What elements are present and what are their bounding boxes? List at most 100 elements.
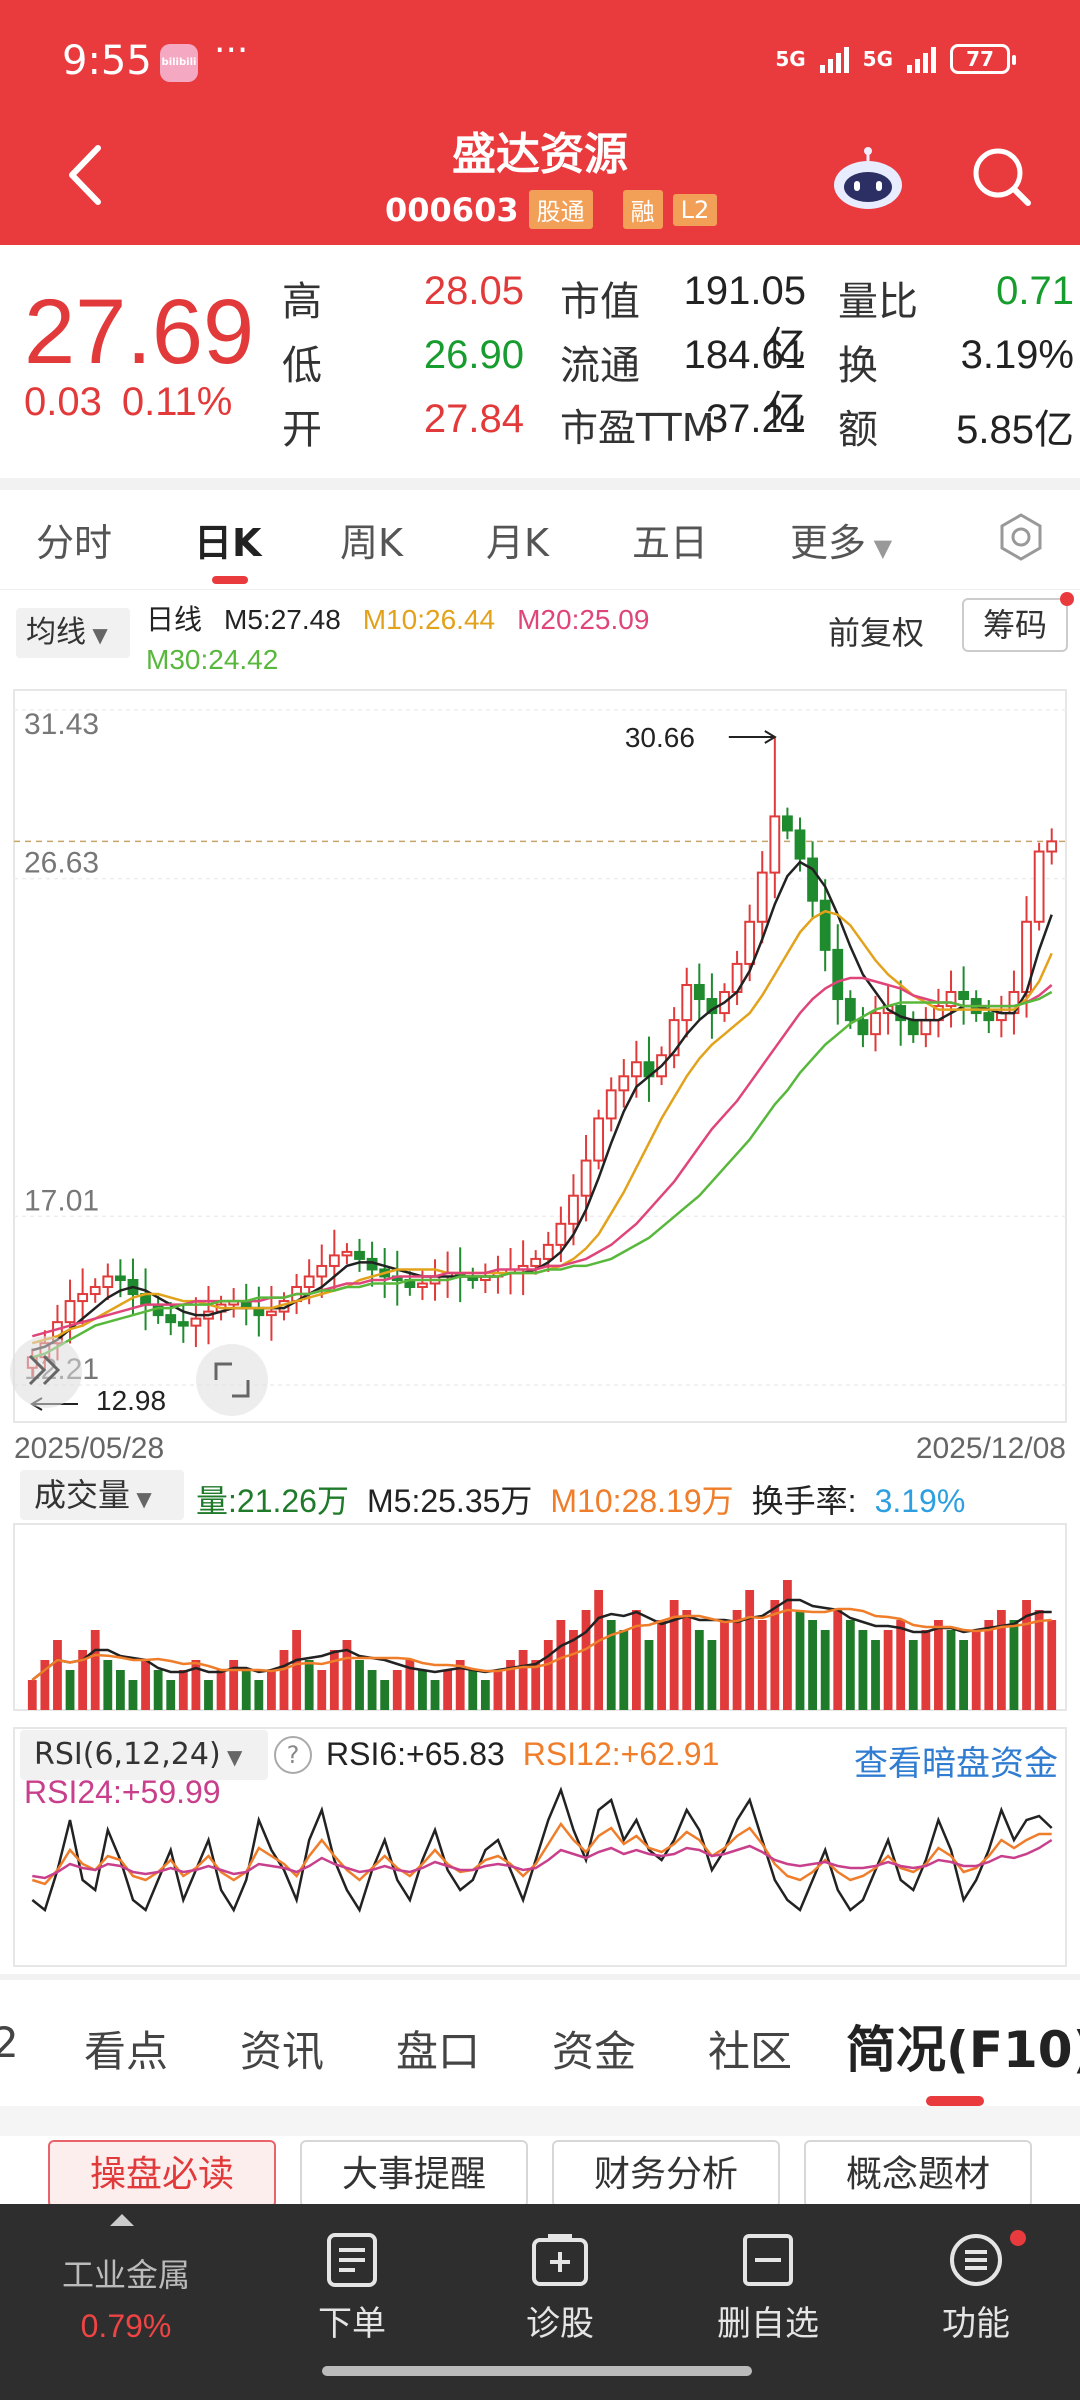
volume-bar	[669, 1600, 679, 1710]
candle-body	[756, 871, 768, 923]
chip-financials[interactable]: 财务分析	[552, 2140, 780, 2208]
divider	[0, 1974, 1080, 1980]
tab-partial[interactable]: 2	[0, 2018, 19, 2067]
remove-watchlist-button[interactable]: 删自选	[698, 2232, 838, 2345]
back-button[interactable]	[60, 140, 110, 210]
tab-monthly-k[interactable]: 月K	[486, 521, 549, 565]
tab-intraday[interactable]: 分时	[36, 521, 113, 565]
volume-bar	[682, 1610, 692, 1710]
candle-body	[1046, 840, 1058, 853]
candle-body	[958, 991, 970, 1001]
volume-bar	[141, 1660, 150, 1710]
volume-bar	[40, 1660, 50, 1710]
rsi-selector[interactable]: RSI(6,12,24) ▼	[20, 1730, 268, 1780]
collapse-button[interactable]	[10, 1336, 82, 1408]
menu-circle-icon	[950, 2234, 1002, 2286]
candle-body	[693, 983, 705, 1001]
rsi-selector-label: RSI(6,12,24)	[34, 1737, 221, 1772]
tab-more[interactable]: 更多 ▼	[790, 512, 892, 567]
open-label: 开	[282, 407, 322, 453]
high-value: 28.05	[423, 269, 524, 313]
volume-bar	[946, 1630, 956, 1710]
ma-line	[31, 860, 1053, 1352]
candle-body	[605, 1089, 617, 1120]
tab-weekly-k[interactable]: 周K	[340, 521, 403, 565]
amount-value: 5.85亿	[956, 408, 1074, 452]
margin-tag: 融	[622, 190, 663, 229]
ma-line	[31, 990, 1053, 1359]
rsi6-value: RSI6:+65.83	[326, 1736, 505, 1772]
order-icon	[327, 2233, 377, 2287]
chip-concepts[interactable]: 概念题材	[804, 2140, 1032, 2208]
divider	[0, 478, 1080, 490]
tab-f10[interactable]: 简况(F10)	[846, 2021, 1080, 2079]
volume-bar	[896, 1620, 906, 1710]
volume-bar	[594, 1590, 604, 1710]
chart-settings-icon[interactable]	[996, 512, 1046, 562]
x-end-date: 2025/12/08	[915, 1432, 1066, 1465]
y-tick-label: 31.43	[24, 708, 99, 741]
candle-body	[316, 1264, 328, 1278]
volume-bar	[581, 1610, 591, 1710]
adjust-mode[interactable]: 前复权	[828, 614, 925, 652]
diagnose-button[interactable]: 诊股	[490, 2232, 630, 2345]
y-tick-label: 26.63	[24, 847, 99, 880]
volume-bar	[808, 1620, 817, 1710]
order-button[interactable]: 下单	[282, 2232, 422, 2345]
tab-daily-k[interactable]: 日K	[194, 521, 262, 565]
volume-bar	[820, 1630, 830, 1710]
search-button[interactable]	[970, 145, 1034, 209]
rsi-chart[interactable]	[0, 1724, 1080, 1970]
chips-button[interactable]: 筹码	[962, 598, 1068, 652]
expand-icon	[214, 1362, 232, 1380]
candle-body	[857, 1019, 869, 1036]
volume-bar	[569, 1630, 578, 1710]
caret-up-icon	[110, 2214, 134, 2226]
volume-bar	[745, 1590, 755, 1710]
help-icon[interactable]: ?	[274, 1736, 312, 1774]
ma20-value: M20:25.09	[517, 604, 650, 635]
f10-sub-tabs: 操盘必读 大事提醒 财务分析 概念题材	[0, 2136, 1080, 2208]
volume-bar	[1034, 1610, 1044, 1710]
volume-bar	[78, 1650, 88, 1710]
candle-body	[920, 1019, 932, 1036]
low-label: 低	[282, 343, 322, 389]
turnover-value: 3.19%	[960, 333, 1074, 377]
volume-bar	[1047, 1620, 1057, 1710]
volume-selector[interactable]: 成交量 ▼	[20, 1470, 184, 1520]
functions-button[interactable]: 功能	[906, 2232, 1046, 2345]
tab-community[interactable]: 社区	[708, 2027, 793, 2076]
volume-bar	[392, 1670, 402, 1710]
ma-selector[interactable]: 均线 ▼	[16, 608, 130, 658]
tab-orderbook[interactable]: 盘口	[396, 2027, 481, 2076]
ai-assistant-button[interactable]	[832, 145, 904, 211]
volume-chart[interactable]	[0, 1520, 1080, 1720]
sector-name[interactable]: 工业金属	[61, 2256, 190, 2294]
high-label: 高	[282, 279, 322, 325]
volume-bar	[506, 1660, 515, 1710]
dark-pool-link[interactable]: 查看暗盘资金	[854, 1744, 1058, 1784]
double-chevron-icon	[28, 1354, 47, 1386]
tab-news[interactable]: 资讯	[240, 2027, 325, 2076]
candle-body	[844, 998, 856, 1022]
tab-funds[interactable]: 资金	[552, 2027, 637, 2076]
ma10-value: M10:26.44	[362, 604, 496, 635]
candle-body	[341, 1250, 353, 1257]
tab-highlights[interactable]: 看点	[84, 2027, 169, 2076]
home-indicator[interactable]	[322, 2366, 752, 2376]
candle-body	[190, 1317, 202, 1327]
sector-change: 0.79%	[80, 2308, 172, 2344]
tab-five-day[interactable]: 五日	[632, 521, 709, 565]
volume-bar	[783, 1580, 792, 1710]
volume-ratio-label: 量比	[838, 279, 918, 325]
amount-label: 额	[838, 407, 878, 453]
rsi12-value: RSI12:+62.91	[522, 1736, 720, 1772]
ma-legend: 日线 M5:27.48 M10:26.44 M20:25.09 M30:24.42	[146, 600, 726, 680]
chip-trading-guide[interactable]: 操盘必读	[48, 2140, 276, 2208]
chip-events[interactable]: 大事提醒	[300, 2140, 528, 2208]
fullscreen-button[interactable]	[196, 1344, 268, 1416]
candle-body	[417, 1282, 428, 1289]
volume-bar	[342, 1640, 352, 1710]
volume-bar	[292, 1630, 301, 1710]
